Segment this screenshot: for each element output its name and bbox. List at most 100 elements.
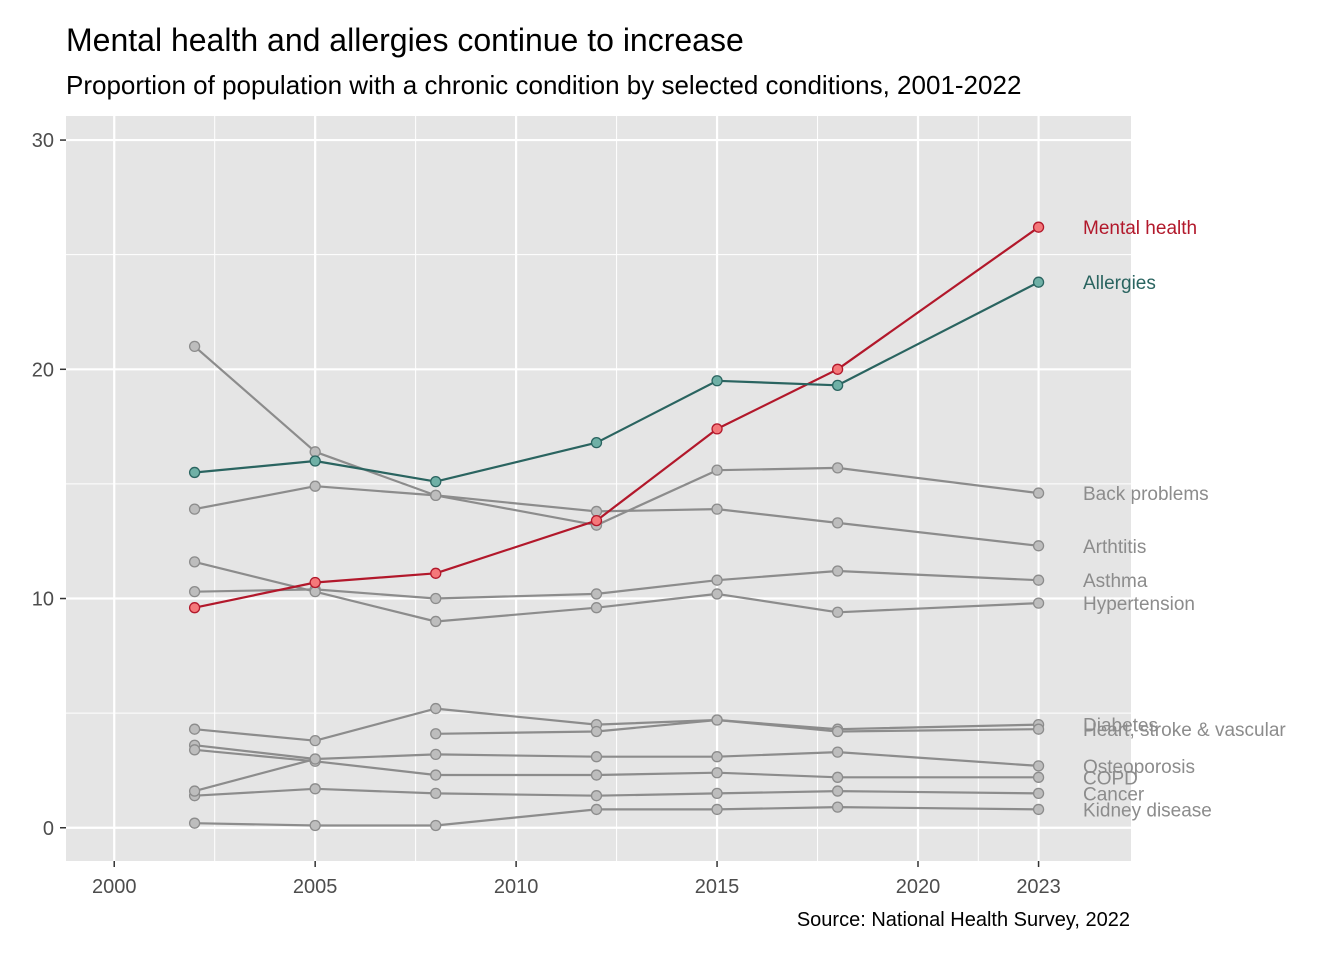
data-point-kidney-disease: [188, 817, 201, 829]
data-point-hypertension: [309, 586, 321, 598]
data-point-back-problems: [309, 446, 321, 458]
data-point-allergies: [711, 375, 723, 387]
series-label-allergies: Allergies: [1083, 273, 1156, 294]
data-point-hypertension: [188, 556, 201, 568]
data-point-allergies: [309, 455, 321, 467]
series-label-back-problems: Back problems: [1083, 484, 1209, 505]
source-caption: Source: National Health Survey, 2022: [796, 909, 1130, 931]
data-point-arthtitis: [831, 517, 844, 529]
data-point-cancer: [309, 783, 321, 795]
data-point-kidney-disease: [309, 819, 321, 832]
y-tick-label: 10: [32, 589, 54, 611]
series-label-osteoporosis: Osteoporosis: [1083, 757, 1195, 778]
data-point-allergies: [831, 379, 844, 391]
x-tick-label: 2010: [494, 876, 539, 898]
data-point-mental-health: [188, 602, 201, 614]
data-point-mental-health: [711, 423, 723, 435]
x-tick-label: 2005: [293, 876, 338, 898]
data-point-asthma: [1032, 574, 1045, 586]
data-point-hypertension: [590, 602, 603, 614]
data-point-allergies: [430, 475, 442, 488]
data-point-kidney-disease: [430, 819, 442, 832]
y-tick-label: 0: [43, 818, 54, 840]
data-point-copd: [831, 771, 844, 783]
data-point-heart-stroke-vascular: [711, 714, 723, 726]
data-point-mental-health: [590, 514, 603, 527]
data-point-heart-stroke-vascular: [590, 725, 603, 738]
y-tick-label: 30: [32, 130, 54, 152]
data-point-arthtitis: [711, 503, 723, 515]
data-point-arthtitis: [590, 505, 603, 518]
data-point-asthma: [188, 586, 201, 598]
data-point-back-problems: [188, 340, 201, 353]
series-label-asthma: Asthma: [1083, 571, 1148, 592]
data-point-cancer: [1032, 787, 1045, 800]
y-tick-label: 20: [32, 359, 54, 381]
data-point-heart-stroke-vascular: [430, 728, 442, 740]
series-label-diabetes: Diabetes: [1083, 716, 1158, 737]
data-point-unlabeled: [309, 753, 321, 765]
chart-title: Mental health and allergies continue to …: [66, 22, 744, 58]
series-label-cancer: Cancer: [1083, 784, 1145, 805]
series-label-mental-health: Mental health: [1083, 218, 1197, 239]
data-point-kidney-disease: [831, 801, 844, 813]
data-point-heart-stroke-vascular: [831, 725, 844, 738]
data-point-kidney-disease: [711, 803, 723, 816]
series-label-kidney-disease: Kidney disease: [1083, 800, 1212, 821]
data-point-hypertension: [711, 588, 723, 600]
data-point-osteoporosis: [711, 751, 723, 763]
data-point-arthtitis: [430, 489, 442, 502]
data-point-kidney-disease: [590, 803, 603, 816]
x-tick-label: 2020: [896, 876, 941, 898]
data-point-back-problems: [1032, 487, 1045, 499]
series-label-heart-stroke-vascular: Heart, stroke & vascular: [1083, 720, 1286, 741]
data-point-diabetes: [430, 702, 442, 715]
x-tick-label: 2023: [1016, 876, 1061, 898]
data-point-osteoporosis: [1032, 760, 1045, 772]
data-point-diabetes: [309, 735, 321, 747]
data-point-cancer: [430, 787, 442, 800]
data-point-copd: [188, 744, 201, 756]
data-point-copd: [430, 769, 442, 781]
data-point-diabetes: [188, 723, 201, 735]
data-point-allergies: [590, 437, 603, 449]
series-label-arthtitis: Arthtitis: [1083, 537, 1146, 558]
data-point-back-problems: [831, 462, 844, 474]
x-tick-label: 2015: [695, 876, 740, 898]
data-point-kidney-disease: [1032, 803, 1045, 816]
data-point-hypertension: [1032, 597, 1045, 609]
data-point-cancer: [590, 790, 603, 802]
data-point-allergies: [1032, 276, 1045, 288]
data-point-back-problems: [711, 464, 723, 476]
data-point-copd: [1032, 771, 1045, 783]
data-point-mental-health: [831, 363, 844, 375]
data-point-heart-stroke-vascular: [1032, 723, 1045, 735]
data-point-mental-health: [1032, 221, 1045, 233]
chart-subtitle: Proportion of population with a chronic …: [66, 70, 1022, 100]
data-point-asthma: [590, 588, 603, 600]
data-point-asthma: [711, 574, 723, 586]
data-point-arthtitis: [188, 503, 201, 515]
data-point-copd: [590, 769, 603, 781]
data-point-arthtitis: [309, 480, 321, 492]
data-point-cancer: [831, 785, 844, 797]
data-point-copd: [711, 767, 723, 779]
data-point-cancer: [711, 787, 723, 800]
data-point-mental-health: [430, 567, 442, 579]
series-label-copd: COPD: [1083, 768, 1138, 789]
data-point-osteoporosis: [430, 748, 442, 761]
plot-panel: [66, 116, 1131, 861]
data-point-hypertension: [831, 606, 844, 618]
data-point-unlabeled: [188, 785, 201, 797]
data-point-mental-health: [309, 576, 321, 589]
data-point-asthma: [831, 565, 844, 577]
data-point-osteoporosis: [831, 746, 844, 758]
data-point-hypertension: [430, 615, 442, 628]
series-line-unlabeled: [194, 757, 316, 793]
data-point-osteoporosis: [590, 751, 603, 763]
data-point-allergies: [188, 466, 201, 479]
series-label-hypertension: Hypertension: [1083, 594, 1195, 615]
x-tick-label: 2000: [92, 876, 137, 898]
data-point-asthma: [430, 592, 442, 605]
